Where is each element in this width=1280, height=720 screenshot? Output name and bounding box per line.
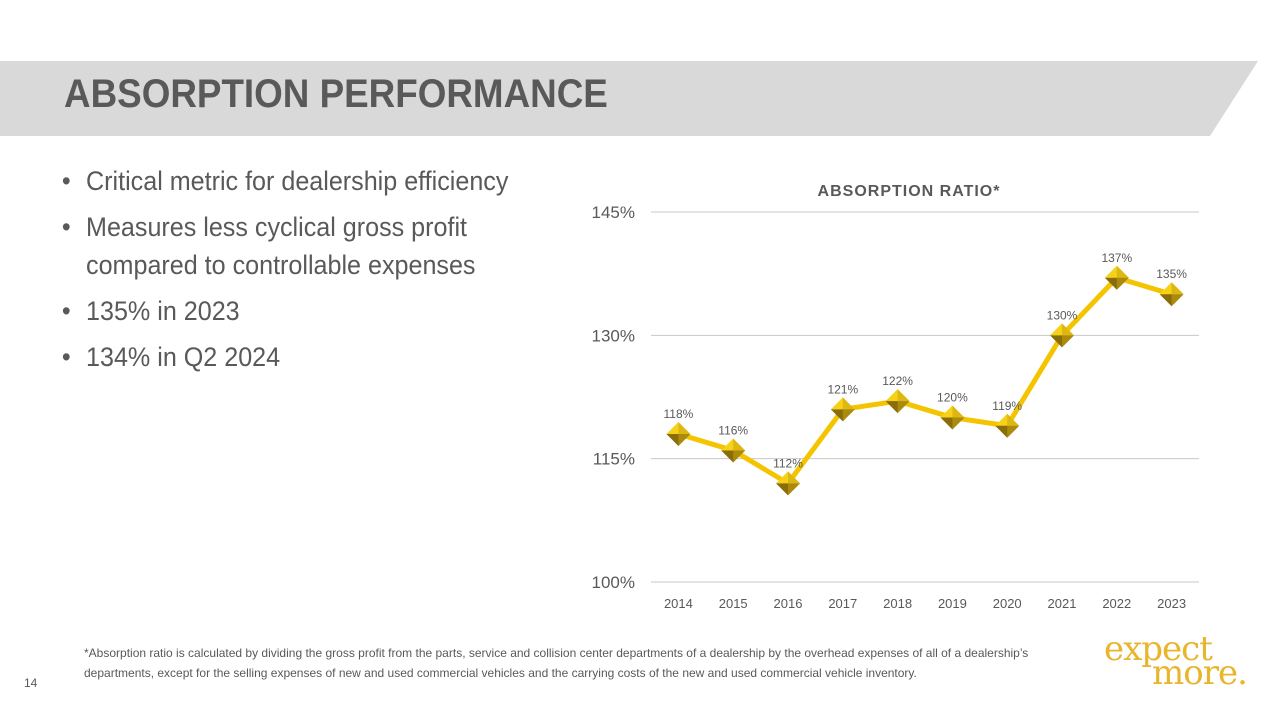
logo-line-2: more.	[1152, 653, 1248, 693]
x-tick-label: 2023	[1157, 596, 1186, 611]
marker-layer	[666, 265, 1184, 496]
grid-layer	[651, 211, 1199, 583]
y-tick-label: 130%	[592, 326, 635, 345]
data-point-marker	[830, 397, 855, 422]
x-tick-label: 2018	[883, 596, 912, 611]
absorption-ratio-chart: ABSORPTION RATIO* 100%115%130%145% 2014 2…	[592, 183, 1199, 611]
x-tick-label: 2015	[719, 596, 748, 611]
y-tick-label: 115%	[593, 450, 635, 469]
bullet-item: 135% in 2023	[60, 292, 570, 330]
x-tick-label: 2017	[828, 596, 857, 611]
data-label: 121%	[827, 382, 858, 396]
bullet-item: 134% in Q2 2024	[60, 338, 570, 376]
chart-title: ABSORPTION RATIO*	[818, 183, 1001, 200]
data-point-marker	[995, 413, 1020, 438]
title-band-shape	[0, 61, 1258, 136]
data-label: 119%	[992, 399, 1022, 413]
data-point-marker	[776, 471, 800, 496]
data-point-marker	[721, 438, 746, 463]
data-point-marker	[885, 389, 910, 414]
x-tick-label: 2021	[1048, 596, 1077, 611]
x-axis-tick-labels: 2014 2015 2016 2017 2018 2019 2020 2021 2022 2023	[664, 596, 1186, 611]
data-label: 130%	[1047, 308, 1078, 322]
x-tick-label: 2016	[774, 596, 803, 611]
x-tick-label: 2022	[1102, 596, 1131, 611]
data-point-marker	[1050, 323, 1074, 348]
logo-line-1: expect	[1104, 629, 1213, 669]
footnote: *Absorption ratio is calculated by divid…	[84, 646, 1029, 680]
data-label: 120%	[937, 391, 968, 405]
y-axis-tick-labels: 100% 115% 130% 145%	[592, 203, 635, 592]
data-label: 122%	[882, 374, 913, 388]
series-line	[677, 275, 1173, 486]
slide-title: ABSORPTION PERFORMANCE	[64, 72, 608, 116]
bullet-list: Critical metric for dealership efficienc…	[60, 162, 550, 384]
x-tick-label: 2014	[664, 596, 693, 611]
page-number: 14	[24, 676, 38, 690]
expect-more-logo: expect more.	[1100, 630, 1260, 690]
data-point-marker	[1104, 265, 1129, 290]
data-label: 135%	[1156, 267, 1187, 281]
data-label: 112%	[773, 456, 803, 470]
y-tick-label: 100%	[592, 573, 635, 592]
data-label: 116%	[718, 423, 748, 437]
x-tick-label: 2019	[938, 596, 967, 611]
title-band	[0, 61, 1260, 136]
bullet-item: Critical metric for dealership efficienc…	[60, 162, 570, 200]
data-point-marker	[940, 405, 965, 430]
x-tick-label: 2020	[993, 596, 1022, 611]
data-point-marker	[666, 422, 691, 446]
data-label-layer: 118% 116% 112% 121% 122% 120% 119% 130% 137% 135%	[663, 251, 1187, 471]
bullet-item: Measures less cyclical gross profit comp…	[60, 208, 570, 284]
data-label: 118%	[663, 407, 693, 421]
data-point-marker	[1159, 282, 1184, 307]
y-tick-label: 145%	[592, 203, 635, 222]
data-label: 137%	[1101, 251, 1132, 265]
